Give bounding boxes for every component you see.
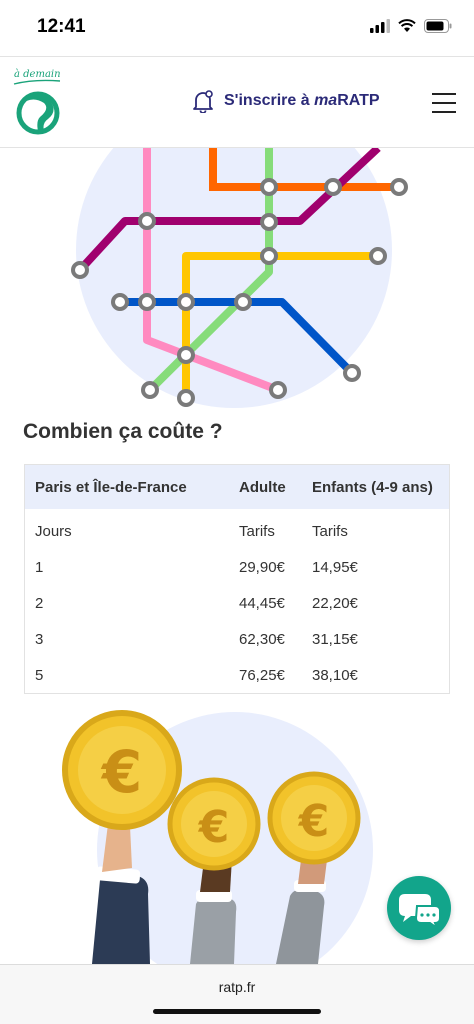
- table-cell: Tarifs: [312, 522, 348, 540]
- logo-tagline: à demain: [14, 69, 61, 80]
- ratp-logo[interactable]: à demain: [12, 69, 72, 137]
- table-header-row: Paris et Île-de-France Adulte Enfants (4…: [24, 464, 450, 509]
- table-cell: 62,30€: [239, 630, 285, 648]
- euro-coin-icon: €: [62, 710, 182, 830]
- table-row: 2 44,45€ 22,20€: [25, 585, 450, 621]
- signal-icon: [370, 19, 390, 33]
- status-bar: 12:41: [0, 0, 474, 56]
- euro-coin-icon: €: [167, 777, 261, 871]
- wifi-icon: [398, 19, 416, 32]
- table-row: 5 76,25€ 38,10€: [25, 657, 450, 694]
- chat-bubbles-icon: [399, 894, 441, 931]
- table-cell: 22,20€: [312, 594, 358, 612]
- subscribe-ma: ma: [314, 92, 338, 109]
- home-indicator: [153, 1009, 321, 1014]
- table-cell: 2: [35, 594, 44, 612]
- metro-map-illustration: [0, 148, 474, 410]
- table-row: 3 62,30€ 31,15€: [25, 621, 450, 657]
- money-illustration: € € €: [0, 700, 474, 964]
- table-cell: 44,45€: [239, 594, 285, 612]
- status-time: 12:41: [37, 16, 86, 37]
- table-cell: 14,95€: [312, 558, 358, 576]
- table-cell: 31,15€: [312, 630, 358, 648]
- table-cell: 1: [35, 558, 44, 576]
- table-cell: 3: [35, 630, 44, 648]
- site-header: à demain S'inscrire à maRATP: [0, 56, 474, 148]
- table-cell: Tarifs: [239, 522, 275, 540]
- battery-icon: [424, 19, 452, 33]
- subscribe-link[interactable]: S'inscrire à maRATP: [192, 89, 380, 113]
- table-cell: Jours: [35, 522, 72, 540]
- subscribe-prefix: S'inscrire à: [224, 92, 315, 109]
- browser-url-bar[interactable]: ratp.fr: [0, 964, 474, 1024]
- table-cell: 76,25€: [239, 666, 285, 684]
- price-table: Paris et Île-de-France Adulte Enfants (4…: [24, 464, 450, 694]
- table-row: 1 29,90€ 14,95€: [25, 549, 450, 585]
- table-cell: 5: [35, 666, 44, 684]
- ratp-logo-icon: [13, 79, 61, 135]
- subscribe-brand: RATP: [337, 92, 380, 109]
- status-icons: [370, 19, 452, 33]
- browser-url[interactable]: ratp.fr: [218, 979, 256, 995]
- bell-icon: [193, 90, 213, 113]
- chat-button[interactable]: [387, 876, 451, 940]
- column-header-zone: Paris et Île-de-France: [24, 464, 229, 509]
- column-header-adult: Adulte: [229, 464, 302, 509]
- svg-text:€: €: [298, 796, 330, 847]
- table-row: Jours Tarifs Tarifs: [25, 509, 450, 549]
- euro-coin-icon: €: [267, 771, 361, 865]
- column-header-children: Enfants (4-9 ans): [302, 464, 450, 509]
- hamburger-menu-icon[interactable]: [432, 93, 456, 113]
- pricing-title: Combien ça coûte ?: [23, 420, 223, 443]
- svg-text:€: €: [198, 802, 230, 853]
- subscribe-label: S'inscrire à maRATP: [224, 92, 380, 110]
- table-cell: 29,90€: [239, 558, 285, 576]
- svg-text:€: €: [100, 738, 142, 806]
- table-cell: 38,10€: [312, 666, 358, 684]
